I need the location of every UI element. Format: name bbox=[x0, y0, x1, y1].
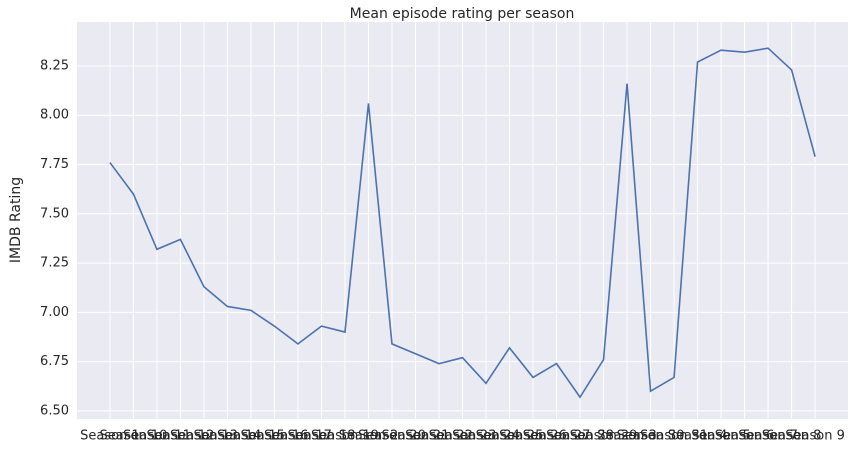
x-tick-label: Season 14 bbox=[194, 429, 262, 444]
x-tick-label: Season 15 bbox=[217, 429, 285, 444]
x-tick-label: Season 29 bbox=[570, 429, 638, 444]
x-tick-label: Season 12 bbox=[146, 429, 214, 444]
x-tick-label: Season 23 bbox=[429, 429, 497, 444]
y-tick-label: 8.00 bbox=[40, 108, 69, 123]
y-tick-label: 6.50 bbox=[40, 403, 69, 418]
line bbox=[109, 47, 816, 399]
x-tick-label: Season 21 bbox=[382, 429, 450, 444]
x-tick-label: Season 8 bbox=[762, 429, 822, 444]
x-tick-label: Season 19 bbox=[311, 429, 379, 444]
x-tick-label: Season 17 bbox=[264, 429, 332, 444]
x-tick-label: Season 26 bbox=[499, 429, 567, 444]
y-tick-label: 6.75 bbox=[40, 354, 69, 369]
x-tick-label: Season 4 bbox=[668, 429, 728, 444]
x-tick-label: Season 27 bbox=[523, 429, 591, 444]
y-tick-label: 7.25 bbox=[40, 256, 69, 271]
x-tick-label: Season 1 bbox=[80, 429, 140, 444]
chart-title: Mean episode rating per season bbox=[350, 6, 575, 22]
y-axis-label: IMDB Rating bbox=[8, 177, 24, 263]
y-tick-label: 8.25 bbox=[40, 58, 69, 73]
x-tick-label: Season 16 bbox=[241, 429, 309, 444]
x-tick-label: Season 7 bbox=[738, 429, 798, 444]
x-tick-label: Season 28 bbox=[546, 429, 614, 444]
x-tick-label: Season 31 bbox=[640, 429, 708, 444]
x-tick-label: Season 24 bbox=[452, 429, 520, 444]
x-tick-label: Season 18 bbox=[288, 429, 356, 444]
x-tick-label: Season 25 bbox=[476, 429, 544, 444]
y-tick-label: 7.00 bbox=[40, 305, 69, 320]
y-tick-label: 7.50 bbox=[40, 206, 69, 221]
x-tick-label: Season 22 bbox=[405, 429, 473, 444]
x-tick-label: Season 13 bbox=[170, 429, 238, 444]
x-tick-label: Season 9 bbox=[785, 429, 845, 444]
x-tick-label: Season 2 bbox=[339, 429, 399, 444]
x-tick-label: Season 6 bbox=[715, 429, 775, 444]
x-tick-label: Season 3 bbox=[597, 429, 657, 444]
x-tick-label: Season 20 bbox=[358, 429, 426, 444]
x-tick-label: Season 11 bbox=[123, 429, 191, 444]
x-tick-label: Season 5 bbox=[691, 429, 751, 444]
x-tick-label: Season 10 bbox=[99, 429, 167, 444]
y-tick-label: 7.75 bbox=[40, 157, 69, 172]
x-tick-label: Season 30 bbox=[617, 429, 685, 444]
